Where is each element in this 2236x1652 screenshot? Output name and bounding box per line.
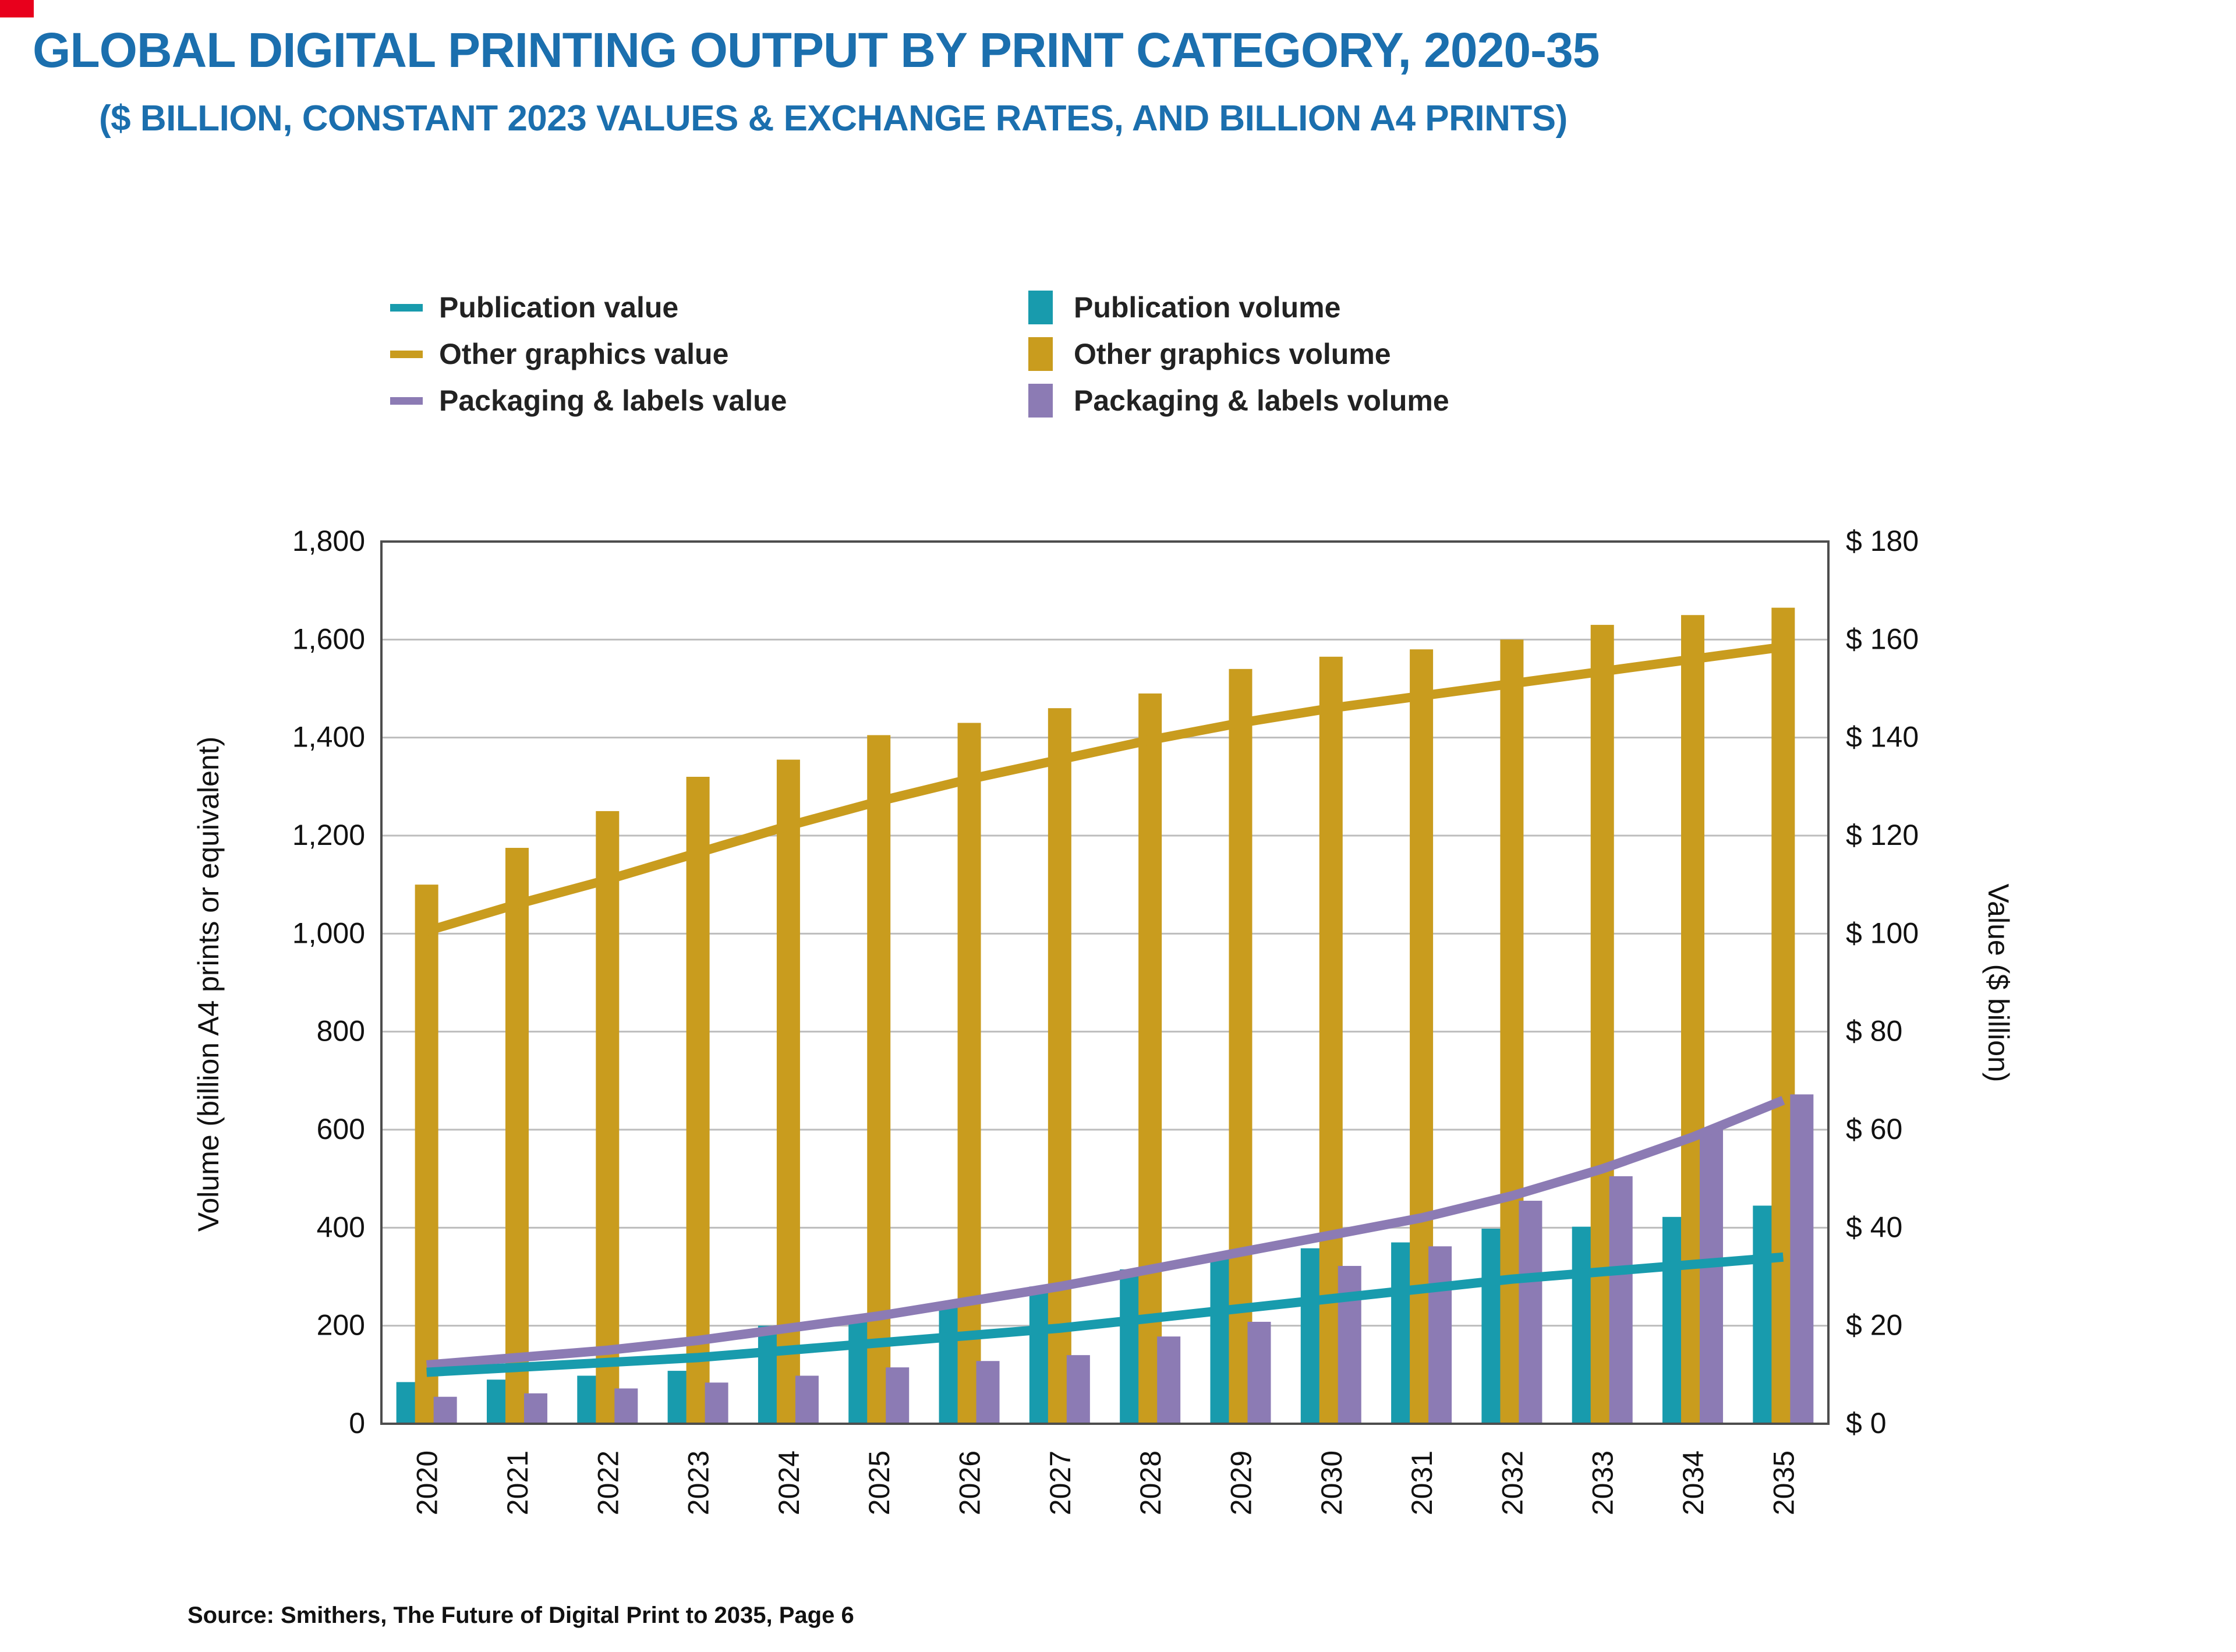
legend-label: Other graphics volume	[1074, 338, 1391, 370]
x-axis-year-label: 2022	[592, 1451, 624, 1515]
left-axis-tick: 400	[317, 1211, 365, 1243]
left-axis-tick: 200	[317, 1309, 365, 1342]
x-axis-year-label: 2021	[501, 1451, 534, 1515]
left-axis-tick: 1,000	[292, 917, 365, 949]
legend-item-packaging-labels-volume: Packaging & labels volume	[1025, 377, 1449, 424]
x-axis-year-label: 2030	[1315, 1451, 1348, 1515]
publication-value-line-swatch	[390, 303, 423, 312]
bar-other-graphics-volume-2027	[1048, 708, 1071, 1424]
right-axis-title: Value ($ billion)	[1982, 883, 2015, 1083]
line-publication-value	[426, 1252, 1784, 1377]
source-note: Source: Smithers, The Future of Digital …	[187, 1603, 854, 1628]
right-axis-tick: $ 140	[1846, 721, 1919, 754]
left-axis-title: Volume (billion A4 prints or equivalent)	[192, 736, 225, 1232]
bar-other-graphics-volume-2023	[686, 777, 710, 1424]
right-axis-tick: $ 40	[1846, 1211, 1902, 1243]
page-subtitle: ($ BILLION, CONSTANT 2023 VALUES & EXCHA…	[99, 98, 1568, 139]
line-packaging-labels-value	[426, 1096, 1785, 1370]
publication-volume-box-swatch	[1028, 291, 1053, 324]
legend-label: Publication value	[439, 291, 679, 324]
legend-volume-column: Publication volume Other graphics volume…	[1025, 284, 1449, 424]
left-axis-tick: 600	[317, 1113, 365, 1145]
bar-packaging-labels-volume-2028	[1157, 1336, 1181, 1424]
bar-packaging-labels-volume-2033	[1609, 1176, 1633, 1424]
right-axis-tick: $ 120	[1846, 819, 1919, 851]
legend-item-publication-volume: Publication volume	[1025, 284, 1449, 331]
x-axis-year-label: 2035	[1767, 1451, 1800, 1515]
chart-area: 0 200 400 600 800 1,000 1,200 1,400 1,600 1,800 $ …	[0, 512, 2236, 1652]
bar-packaging-labels-volume-2023	[705, 1382, 728, 1424]
x-axis-year-label: 2024	[773, 1451, 805, 1515]
x-axis-year-label: 2028	[1134, 1451, 1167, 1515]
bar-packaging-labels-volume-2031	[1428, 1246, 1452, 1424]
other-graphics-volume-box-swatch	[1028, 337, 1053, 371]
right-axis-tick: $ 180	[1846, 525, 1919, 557]
x-axis-year-label: 2033	[1587, 1451, 1619, 1515]
bar-other-graphics-volume-2022	[596, 811, 620, 1424]
right-axis-tick: $ 60	[1846, 1113, 1902, 1145]
legend-item-other-graphics-value: Other graphics value	[390, 331, 787, 377]
line-other-graphics-value	[425, 642, 1784, 936]
x-axis-year-label: 2034	[1677, 1451, 1710, 1515]
right-axis-tick: $ 20	[1846, 1309, 1902, 1342]
bar-packaging-labels-volume-2034	[1700, 1130, 1724, 1424]
bar-packaging-labels-volume-2032	[1519, 1201, 1542, 1424]
x-axis-year-label: 2031	[1406, 1451, 1438, 1515]
x-axis-year-label: 2020	[411, 1451, 444, 1515]
bar-other-graphics-volume-2020	[415, 885, 438, 1424]
legend-label: Packaging & labels value	[439, 384, 787, 417]
page-title: GLOBAL DIGITAL PRINTING OUTPUT BY PRINT …	[33, 23, 1600, 77]
bar-packaging-labels-volume-2035	[1790, 1094, 1814, 1424]
bar-other-graphics-volume-2029	[1229, 668, 1253, 1424]
x-axis-year-label: 2029	[1225, 1451, 1257, 1515]
right-axis-tick: $ 0	[1846, 1407, 1887, 1439]
legend-label: Packaging & labels volume	[1074, 384, 1449, 417]
bar-packaging-labels-volume-2030	[1338, 1265, 1361, 1424]
right-axis-tick: $ 160	[1846, 622, 1919, 655]
left-axis-tick: 0	[349, 1407, 365, 1439]
x-axis-year-label: 2025	[863, 1451, 896, 1515]
bar-packaging-labels-volume-2029	[1247, 1321, 1271, 1424]
bar-packaging-labels-volume-2027	[1066, 1355, 1090, 1424]
x-axis-year-label: 2032	[1496, 1451, 1529, 1515]
screen-corner-artifact	[0, 0, 34, 17]
bar-other-graphics-volume-2026	[957, 723, 981, 1424]
bar-packaging-labels-volume-2026	[976, 1361, 1000, 1424]
packaging-labels-value-line-swatch	[390, 397, 423, 405]
x-axis-year-label: 2026	[954, 1451, 986, 1515]
legend-value-column: Publication value Other graphics value P…	[390, 284, 787, 424]
legend-item-publication-value: Publication value	[390, 284, 787, 331]
left-axis-tick: 1,200	[292, 819, 365, 851]
bar-packaging-labels-volume-2022	[614, 1388, 638, 1424]
left-axis-tick: 800	[317, 1015, 365, 1048]
plot-border	[380, 540, 1830, 1425]
left-axis-tick: 1,600	[292, 622, 365, 655]
other-graphics-value-line-swatch	[390, 350, 423, 358]
legend-item-other-graphics-volume: Other graphics volume	[1025, 331, 1449, 377]
bar-packaging-labels-volume-2024	[795, 1375, 819, 1424]
legend-item-packaging-labels-value: Packaging & labels value	[390, 377, 787, 424]
bar-packaging-labels-volume-2021	[523, 1393, 547, 1424]
bar-other-graphics-volume-2024	[776, 759, 800, 1424]
legend-label: Other graphics value	[439, 338, 729, 370]
x-axis-year-label: 2023	[682, 1451, 715, 1515]
right-axis-tick: $ 100	[1846, 917, 1919, 949]
legend-label: Publication volume	[1074, 291, 1341, 324]
bar-other-graphics-volume-2021	[505, 848, 529, 1424]
chart-plot: 0 200 400 600 800 1,000 1,200 1,400 1,600 1,800 $ …	[292, 525, 1919, 1515]
bar-other-graphics-volume-2025	[867, 735, 891, 1424]
packaging-labels-volume-box-swatch	[1028, 384, 1053, 418]
bar-packaging-labels-volume-2025	[886, 1367, 910, 1424]
left-axis-tick: 1,800	[292, 525, 365, 557]
right-axis-tick: $ 80	[1846, 1015, 1902, 1048]
bar-packaging-labels-volume-2020	[433, 1396, 457, 1424]
bar-other-graphics-volume-2028	[1138, 693, 1162, 1424]
x-axis-year-label: 2027	[1044, 1451, 1077, 1515]
left-axis-tick: 1,400	[292, 721, 365, 754]
